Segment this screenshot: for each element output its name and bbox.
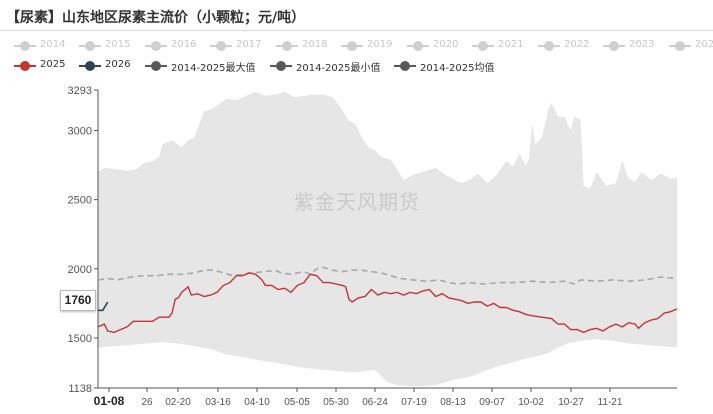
x-tick-label-5: 05-05	[284, 397, 310, 408]
chart-title: 【尿素】山东地区尿素主流价（小颗粒；元/吨）	[6, 10, 306, 26]
y-tick-label-2500: 2500	[68, 195, 92, 207]
series-2026-line	[98, 301, 109, 312]
series-2025-line	[97, 272, 678, 334]
x-tick-label-1: 26	[141, 397, 153, 408]
x-tick-label-8: 07-19	[401, 397, 427, 408]
y-tick-label-2000: 2000	[68, 264, 92, 276]
legend: 2014 2015 2016 2017 2018 2019 2020 2021 2022 2023…	[0, 36, 713, 80]
x-tick-label-4: 04-10	[244, 397, 270, 408]
mean-line	[97, 266, 678, 285]
x-tick-label-9: 08-13	[440, 397, 466, 408]
x-tick-label-10: 09-07	[479, 397, 505, 408]
plot-area: 1138 1500 2000 2500 3000 3293 01-08 26 02-20 03-1…	[68, 85, 678, 408]
y-tick-label-3293: 3293	[68, 85, 92, 97]
watermark: 紫金天风期货	[294, 190, 420, 214]
title-divider	[0, 30, 713, 31]
x-tick-label-11: 10-02	[518, 397, 544, 408]
y-tick-label-1138: 1138	[68, 383, 92, 395]
x-tick-label-0: 01-08	[94, 394, 125, 408]
x-tick-label-2: 02-20	[165, 397, 191, 408]
x-tick-label-7: 06-24	[362, 397, 388, 408]
x-tick-label-6: 05-30	[323, 397, 349, 408]
y-tick-label-3000: 3000	[68, 126, 92, 138]
x-tick-label-13: 11-21	[598, 397, 623, 408]
x-tick-label-3: 03-16	[205, 397, 231, 408]
y-tick-label-1500: 1500	[68, 333, 92, 345]
range-band	[98, 91, 677, 387]
x-tick-label-12: 10-27	[558, 397, 584, 408]
last-value-badge: 1760	[60, 290, 96, 311]
